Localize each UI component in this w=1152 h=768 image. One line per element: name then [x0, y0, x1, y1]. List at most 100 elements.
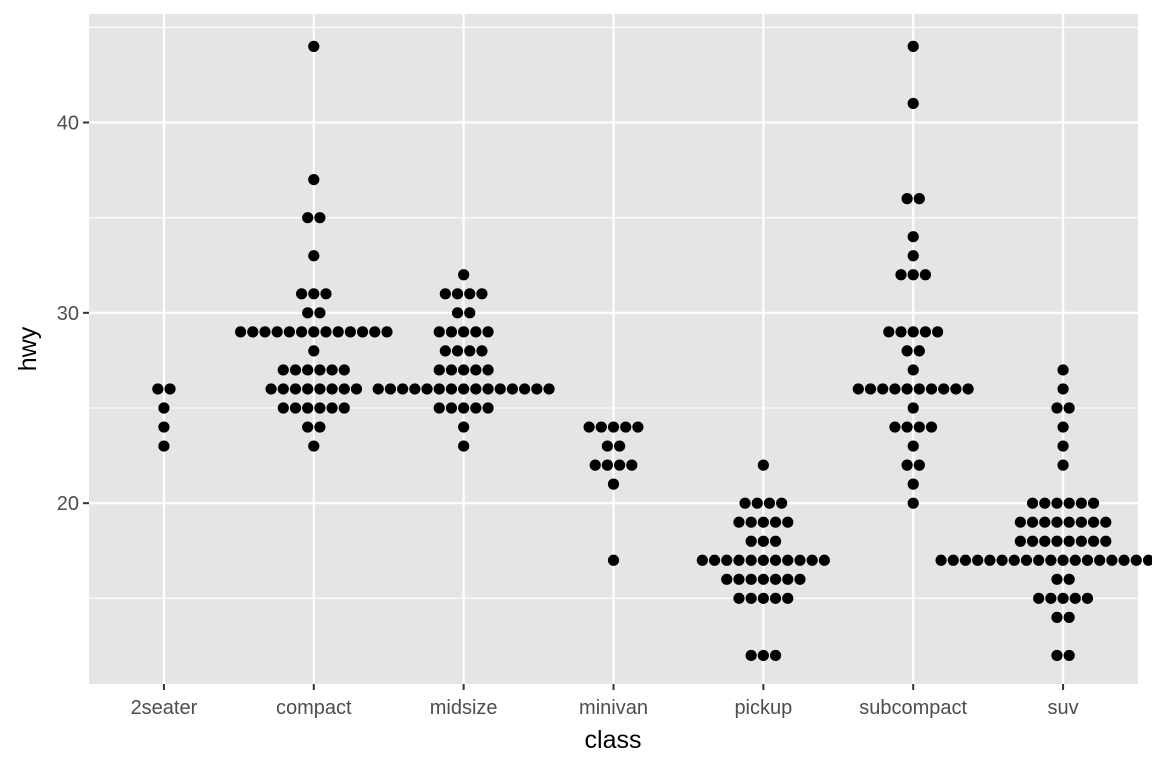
- data-point-pickup: [745, 516, 757, 528]
- data-point-subcompact: [901, 421, 913, 433]
- x-tick-label-compact: compact: [276, 697, 352, 719]
- data-point-midsize: [451, 288, 464, 300]
- data-point-compact: [308, 40, 320, 52]
- data-point-midsize: [439, 345, 451, 357]
- data-point-pickup: [733, 554, 745, 566]
- data-point-midsize: [470, 383, 482, 395]
- data-point-compact: [265, 383, 277, 395]
- data-point-suv: [1069, 554, 1081, 566]
- data-point-suv: [1039, 535, 1051, 547]
- data-point-midsize: [445, 326, 458, 338]
- data-point-pickup: [763, 497, 776, 509]
- data-point-2seater: [152, 383, 164, 395]
- data-point-compact: [277, 364, 289, 376]
- data-point-pickup: [757, 554, 769, 566]
- data-point-suv: [1081, 554, 1094, 566]
- data-point-suv: [1033, 592, 1045, 604]
- data-point-subcompact: [901, 383, 913, 395]
- data-point-suv: [1014, 535, 1026, 547]
- x-tick-label-midsize: midsize: [430, 697, 498, 719]
- data-point-suv: [984, 554, 996, 566]
- data-point-midsize: [476, 288, 488, 300]
- data-point-subcompact: [913, 421, 925, 433]
- data-point-compact: [326, 364, 338, 376]
- data-point-subcompact: [907, 326, 919, 338]
- x-tick-label-minivan: minivan: [579, 697, 648, 719]
- data-point-pickup: [757, 535, 769, 547]
- data-point-subcompact: [925, 383, 938, 395]
- data-point-midsize: [458, 383, 470, 395]
- data-point-compact: [314, 307, 326, 319]
- data-point-subcompact: [901, 459, 913, 471]
- data-point-compact: [320, 288, 332, 300]
- data-point-suv: [1026, 516, 1039, 528]
- x-tick-label-2seater: 2seater: [131, 697, 198, 719]
- data-point-compact: [338, 402, 350, 414]
- data-point-compact: [308, 440, 320, 452]
- data-point-subcompact: [852, 383, 864, 395]
- data-point-suv: [1039, 497, 1051, 509]
- data-point-midsize: [458, 440, 470, 452]
- data-point-midsize: [439, 288, 451, 300]
- data-point-subcompact: [889, 383, 901, 395]
- data-point-midsize: [482, 364, 494, 376]
- data-point-midsize: [464, 345, 476, 357]
- data-point-suv: [1045, 592, 1057, 604]
- data-point-pickup: [776, 497, 788, 509]
- data-point-midsize: [433, 326, 445, 338]
- data-point-pickup: [782, 516, 794, 528]
- data-point-subcompact: [938, 383, 950, 395]
- data-point-suv: [959, 554, 972, 566]
- data-point-compact: [356, 326, 369, 338]
- data-point-2seater: [158, 402, 170, 414]
- data-point-pickup: [733, 592, 745, 604]
- data-point-midsize: [421, 383, 433, 395]
- data-point-midsize: [458, 269, 470, 281]
- data-point-compact: [326, 402, 338, 414]
- data-point-midsize: [464, 307, 476, 319]
- data-point-pickup: [818, 554, 830, 566]
- data-point-pickup: [806, 554, 818, 566]
- data-point-midsize: [433, 383, 445, 395]
- data-point-minivan: [614, 440, 626, 452]
- data-point-subcompact: [919, 269, 932, 281]
- data-point-suv: [1026, 535, 1039, 547]
- data-point-subcompact: [907, 231, 919, 243]
- data-point-minivan: [626, 459, 638, 471]
- data-point-minivan: [595, 421, 607, 433]
- data-point-subcompact: [889, 421, 901, 433]
- data-point-midsize: [445, 364, 458, 376]
- data-point-pickup: [745, 554, 757, 566]
- data-point-suv: [1094, 554, 1106, 566]
- data-point-pickup: [769, 573, 782, 585]
- data-point-compact: [350, 383, 363, 395]
- data-point-midsize: [470, 364, 482, 376]
- data-point-compact: [320, 326, 332, 338]
- data-point-pickup: [745, 535, 757, 547]
- data-point-suv: [1075, 535, 1087, 547]
- data-point-suv: [935, 554, 947, 566]
- data-point-pickup: [739, 497, 751, 509]
- data-point-pickup: [745, 649, 757, 662]
- data-point-suv: [1057, 364, 1069, 376]
- data-point-compact: [302, 212, 314, 224]
- data-point-midsize: [543, 383, 555, 395]
- data-point-subcompact: [895, 326, 907, 338]
- data-point-suv: [1057, 459, 1069, 471]
- x-axis: 2seater compact midsize minivan pickup subcom…: [131, 684, 1079, 719]
- data-point-pickup: [757, 592, 769, 604]
- data-point-minivan: [620, 421, 632, 433]
- data-point-subcompact: [907, 97, 919, 110]
- data-point-suv: [1051, 611, 1063, 623]
- data-point-compact: [247, 326, 259, 338]
- data-point-suv: [1075, 516, 1087, 528]
- data-point-compact: [302, 383, 314, 395]
- data-point-subcompact: [907, 40, 919, 52]
- data-point-midsize: [433, 364, 445, 376]
- data-point-subcompact: [913, 345, 925, 357]
- data-point-suv: [1100, 516, 1112, 528]
- data-point-subcompact: [913, 383, 925, 395]
- data-point-midsize: [384, 383, 397, 395]
- data-point-suv: [1057, 440, 1069, 452]
